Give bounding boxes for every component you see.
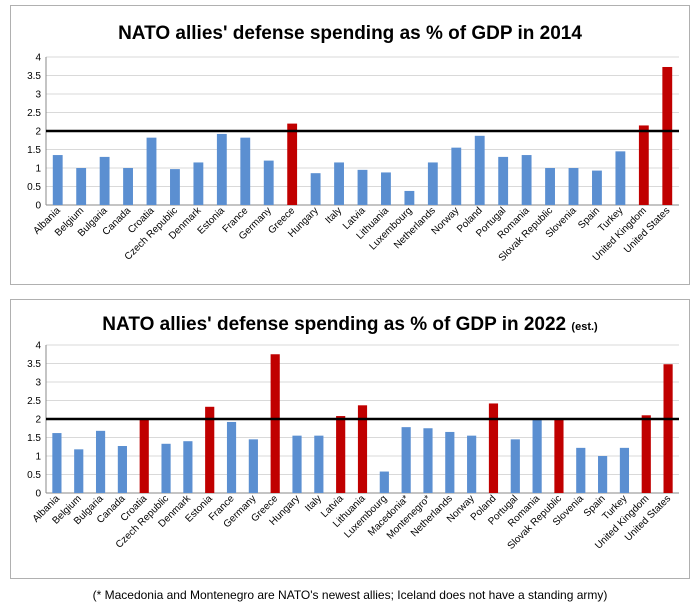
bar-2022-spain — [598, 456, 608, 493]
bar-2022-montenegro — [423, 428, 433, 493]
bar-2014-france — [240, 137, 251, 205]
y-tick-label-2022: 0.5 — [27, 470, 41, 481]
bar-2022-netherlands — [445, 431, 455, 493]
bar-2022-luxembourg — [379, 471, 389, 493]
y-tick-label-2014: 2.5 — [27, 108, 41, 119]
bar-2022-france — [226, 421, 237, 493]
chart-subtitle-2022: (est.) — [571, 321, 598, 333]
y-tick-label-2022: 1 — [35, 452, 41, 463]
bar-2014-bulgaria — [99, 156, 110, 205]
bar-2022-romania — [532, 419, 542, 493]
bar-2014-estonia — [216, 133, 227, 205]
bar-2022-portugal — [510, 439, 520, 493]
bar-2022-bulgaria — [95, 430, 106, 493]
bar-2014-portugal — [498, 156, 509, 205]
y-tick-label-2022: 3.5 — [27, 359, 41, 370]
bar-2014-czech-republic — [170, 169, 180, 205]
bar-2014-slovak-republic — [545, 168, 555, 205]
bar-2022-greece — [270, 354, 280, 493]
bar-2022-croatia — [139, 419, 149, 493]
bar-2014-poland — [474, 135, 485, 205]
bar-2014-spain — [592, 170, 602, 205]
bar-2022-poland — [488, 403, 499, 493]
y-tick-label-2014: 3 — [35, 90, 41, 101]
bar-chart-2022: 00.511.522.533.54AlbaniaBelgiumBulgariaC… — [27, 341, 679, 552]
bar-2022-denmark — [183, 441, 193, 493]
bar-2014-italy — [334, 162, 344, 205]
y-tick-label-2014: 0 — [35, 201, 41, 212]
bar-2022-estonia — [205, 406, 215, 493]
bar-2014-slovenia — [568, 168, 579, 205]
bar-2022-slovenia — [576, 447, 586, 493]
bar-2022-united-states — [663, 364, 673, 493]
bar-2022-czech-republic — [161, 443, 171, 493]
y-tick-label-2014: 3.5 — [27, 71, 41, 82]
bar-2014-germany — [263, 160, 274, 205]
bar-2014-canada — [123, 168, 133, 205]
bar-2014-hungary — [310, 173, 321, 205]
bar-2014-norway — [451, 147, 462, 205]
y-tick-label-2022: 2.5 — [27, 396, 41, 407]
bar-2022-lithuania — [357, 405, 368, 493]
chart-panel-2014: NATO allies' defense spending as % of GD… — [10, 5, 690, 285]
bar-2022-albania — [52, 433, 62, 493]
bar-2014-denmark — [193, 162, 204, 205]
bar-2014-turkey — [615, 151, 626, 205]
bar-2014-greece — [287, 123, 298, 205]
bar-2014-luxembourg — [404, 190, 415, 205]
bar-2022-norway — [467, 435, 477, 493]
bar-2022-belgium — [74, 449, 84, 493]
bar-2022-united-kingdom — [641, 415, 651, 493]
bar-2022-germany — [248, 439, 258, 493]
y-tick-label-2022: 0 — [35, 489, 41, 500]
y-tick-label-2014: 2 — [35, 127, 41, 138]
bar-2022-macedonia — [401, 427, 411, 493]
y-tick-label-2014: 4 — [35, 53, 41, 64]
chart-title-2014: NATO allies' defense spending as % of GD… — [118, 23, 582, 44]
y-tick-label-2014: 0.5 — [27, 182, 41, 193]
y-tick-label-2022: 3 — [35, 378, 41, 389]
y-tick-label-2022: 2 — [35, 415, 41, 426]
bar-2014-albania — [52, 155, 63, 205]
y-tick-label-2014: 1 — [35, 164, 41, 175]
bar-2014-united-kingdom — [638, 125, 649, 205]
bar-2022-turkey — [619, 447, 630, 493]
bar-2014-united-states — [662, 66, 673, 205]
bar-2014-latvia — [357, 169, 368, 205]
bar-2014-belgium — [76, 168, 87, 205]
y-tick-label-2022: 1.5 — [27, 433, 41, 444]
chart-panel-2022: NATO allies' defense spending as % of GD… — [10, 299, 690, 579]
y-tick-label-2022: 4 — [35, 341, 41, 352]
bar-2022-canada — [117, 446, 127, 493]
bar-2014-netherlands — [427, 162, 438, 205]
bar-2014-lithuania — [381, 172, 391, 205]
bar-2022-slovak-republic — [554, 419, 564, 493]
bar-chart-2014: 00.511.522.533.54AlbaniaBelgiumBulgariaC… — [27, 53, 679, 264]
bar-2014-romania — [521, 155, 532, 205]
bar-2022-italy — [314, 435, 324, 493]
x-tick-label-2014: Estonia — [196, 205, 228, 237]
y-tick-label-2014: 1.5 — [27, 145, 41, 156]
bar-2022-latvia — [336, 416, 346, 493]
footnote: (* Macedonia and Montenegro are NATO's n… — [92, 588, 608, 602]
chart-title-2022: NATO allies' defense spending as % of GD… — [102, 314, 598, 335]
bar-2014-croatia — [146, 137, 157, 205]
bar-2022-hungary — [292, 435, 302, 493]
